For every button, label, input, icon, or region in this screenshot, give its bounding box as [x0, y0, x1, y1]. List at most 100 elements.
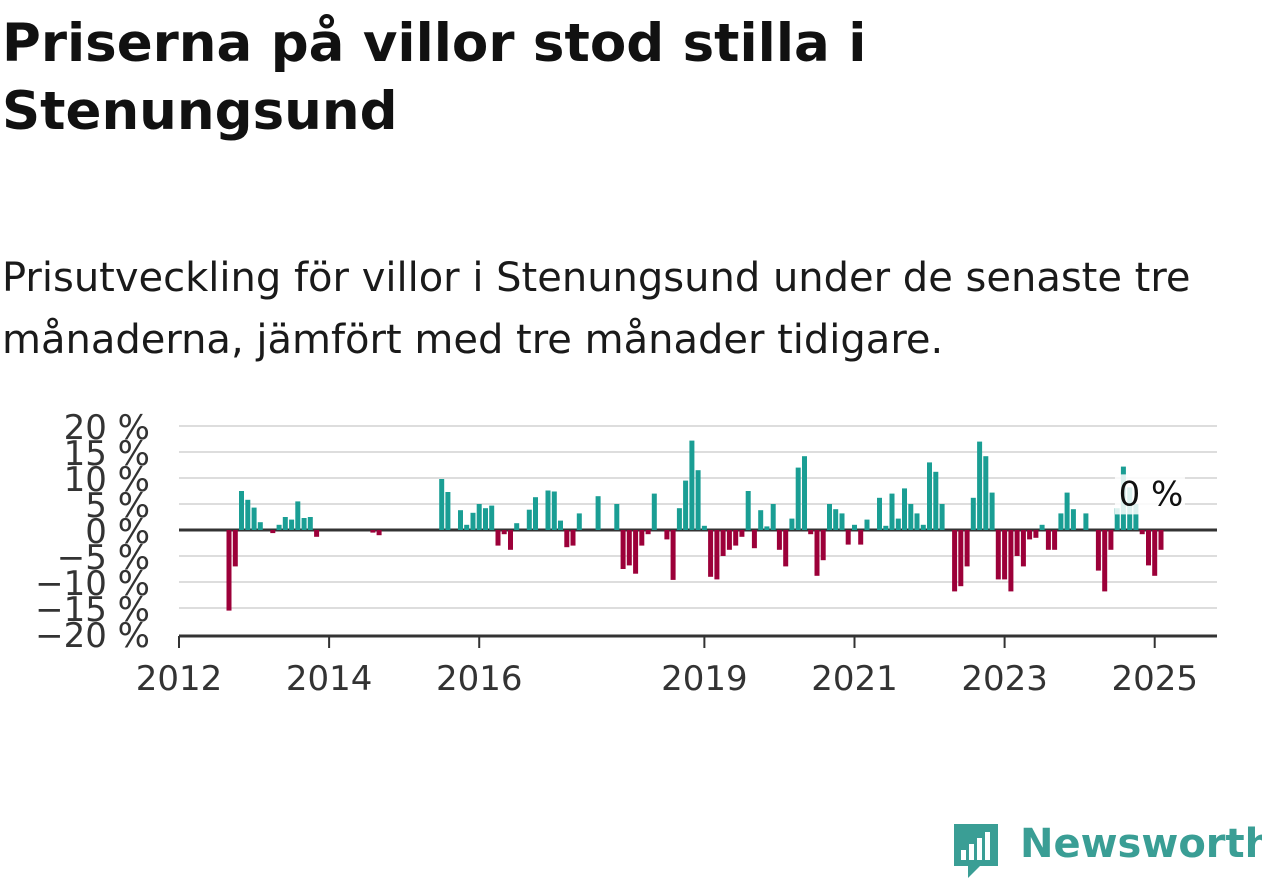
- bar: [895, 518, 901, 530]
- bar: [370, 530, 376, 533]
- bar: [927, 462, 932, 530]
- bar: [751, 530, 757, 549]
- bar: [970, 497, 976, 530]
- bar: [276, 524, 282, 530]
- annotation-label: 0 %: [1119, 474, 1184, 514]
- bar: [483, 508, 488, 530]
- bar: [845, 530, 851, 545]
- bar: [745, 491, 751, 530]
- bar: [1133, 504, 1139, 530]
- bar: [795, 467, 801, 530]
- bar: [1146, 530, 1151, 566]
- bar: [1152, 530, 1158, 576]
- y-axis-tick-labels: 20 %15 %10 %5 %0 %−5 %−10 %−15 %−20 %: [35, 408, 150, 656]
- bar: [858, 530, 864, 545]
- bars: [226, 440, 1164, 611]
- bar: [458, 510, 463, 530]
- bar: [839, 513, 845, 530]
- bar: [558, 520, 563, 530]
- bar-chart: 20 %15 %10 %5 %0 %−5 %−10 %−15 %−20 % 20…: [35, 408, 1217, 699]
- annotation-background: [1114, 474, 1185, 515]
- x-tick-label: 2025: [1111, 659, 1198, 699]
- y-tick-label: 20 %: [64, 408, 150, 448]
- bar: [614, 504, 620, 530]
- bar: [307, 517, 313, 530]
- bar: [714, 530, 720, 580]
- bar: [270, 530, 276, 534]
- bar: [695, 470, 701, 530]
- bar: [301, 518, 307, 530]
- bar: [720, 530, 726, 556]
- bar: [789, 518, 795, 530]
- newsworthy-logo: Newsworthy: [950, 818, 1262, 878]
- bar: [495, 530, 501, 546]
- bar: [708, 530, 714, 577]
- bar: [833, 509, 839, 530]
- bar: [733, 530, 739, 546]
- bar: [1108, 530, 1114, 550]
- bar: [226, 530, 232, 611]
- bar: [877, 497, 882, 530]
- bar: [257, 522, 263, 530]
- bar: [814, 530, 820, 576]
- x-axis: 2012 2014 2016 2019 2021 2023 2025: [136, 634, 1217, 699]
- bar: [1095, 530, 1101, 571]
- bar: [889, 493, 895, 530]
- bar: [501, 530, 507, 535]
- bar: [776, 530, 782, 550]
- bar: [726, 530, 732, 550]
- bar: [770, 504, 776, 530]
- bar: [1058, 513, 1064, 530]
- bar: [977, 441, 983, 530]
- bar: [802, 456, 807, 530]
- bar: [758, 510, 764, 530]
- x-tick-label: 2019: [661, 659, 748, 699]
- y-tick-label: −20 %: [35, 616, 150, 656]
- bar: [983, 456, 989, 530]
- bar: [1083, 513, 1089, 530]
- bar: [639, 530, 645, 546]
- bar: [1045, 530, 1051, 550]
- bar: [883, 525, 889, 530]
- bar: [464, 524, 470, 530]
- bar: [701, 525, 707, 530]
- y-tick-label: 10 %: [64, 460, 150, 500]
- bar: [1008, 530, 1014, 592]
- bar: [1114, 508, 1120, 530]
- y-tick-label: 0 %: [85, 512, 150, 552]
- x-tick-label: 2016: [436, 659, 523, 699]
- y-tick-label: 15 %: [64, 434, 150, 474]
- logo-icon: [954, 824, 998, 878]
- bar: [958, 530, 964, 587]
- x-tick-label: 2014: [286, 659, 373, 699]
- bar: [514, 523, 520, 530]
- bar: [576, 513, 582, 530]
- y-tick-label: 5 %: [85, 486, 150, 526]
- chart-subtitle: Prisutveckling för villor i Stenungsund …: [2, 255, 1191, 363]
- bar: [739, 530, 745, 537]
- bar: [232, 530, 238, 567]
- bar: [939, 504, 945, 530]
- bar: [239, 491, 244, 530]
- bar: [1039, 524, 1045, 530]
- bar: [1070, 509, 1076, 530]
- bar: [470, 512, 476, 530]
- y-tick-label: −15 %: [35, 590, 150, 630]
- bar: [664, 530, 670, 540]
- bar: [964, 530, 970, 567]
- bar: [595, 496, 601, 530]
- bar: [245, 499, 251, 530]
- bar: [282, 517, 288, 530]
- bar: [914, 513, 920, 530]
- annotation: 0 %: [1114, 474, 1185, 515]
- x-tick-label: 2021: [811, 659, 898, 699]
- bar: [551, 491, 557, 530]
- y-tick-label: −10 %: [35, 564, 150, 604]
- bar: [533, 497, 538, 530]
- bar: [251, 507, 257, 530]
- bar: [1027, 530, 1033, 540]
- bar: [651, 493, 657, 530]
- x-tick-label: 2012: [136, 659, 223, 699]
- bar: [952, 530, 958, 592]
- bar: [1033, 530, 1039, 538]
